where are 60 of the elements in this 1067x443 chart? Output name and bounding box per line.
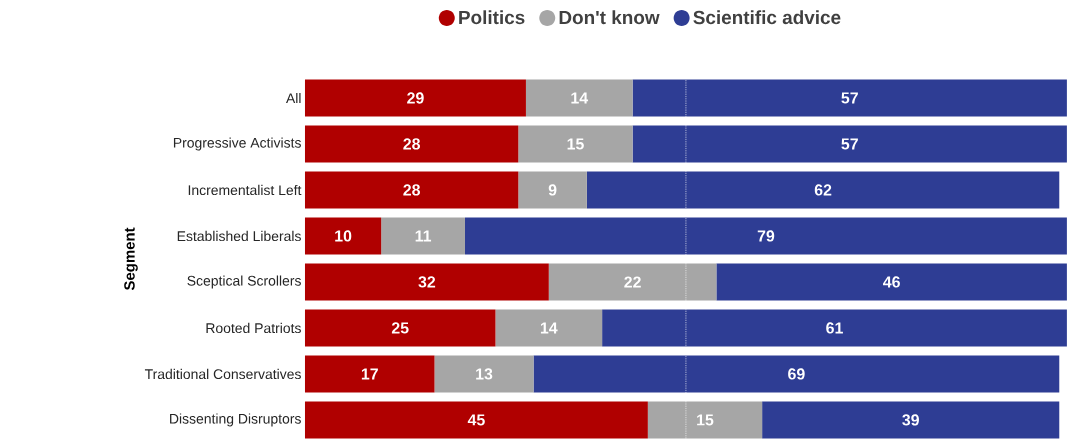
- y-tick-label: Established Liberals: [177, 230, 301, 241]
- bar: [602, 309, 1067, 347]
- data-label: 29: [407, 92, 424, 104]
- data-label: 9: [548, 184, 557, 196]
- data-label: 57: [841, 138, 858, 150]
- data-label: 39: [902, 414, 919, 426]
- y-tick-label: Dissenting Disruptors: [170, 413, 301, 427]
- data-label: 14: [571, 92, 589, 104]
- bar: [647, 401, 763, 439]
- bar: [434, 355, 534, 393]
- y-tick-label: All: [285, 92, 301, 103]
- bar: [533, 355, 1060, 393]
- legend-label: Scientific advice: [693, 10, 841, 25]
- bar: [762, 401, 1060, 439]
- data-label: 11: [415, 230, 432, 242]
- y-tick-label: Sceptical Scrollers: [187, 275, 301, 289]
- data-label: 69: [788, 368, 805, 380]
- data-label: 14: [540, 322, 558, 334]
- data-label: 10: [335, 230, 352, 242]
- bar: [632, 125, 1067, 163]
- bar: [518, 125, 633, 163]
- data-label: 61: [826, 322, 843, 334]
- bar: [632, 79, 1067, 117]
- data-label: 45: [467, 414, 485, 426]
- data-label: 79: [757, 230, 775, 242]
- data-label: 32: [418, 276, 436, 288]
- bar: [304, 79, 526, 117]
- legend-label: Politics: [459, 10, 525, 25]
- data-label: 46: [883, 276, 900, 288]
- y-tick-label: Rooted Patriots: [206, 322, 301, 333]
- data-label: 25: [391, 322, 409, 334]
- data-label: 57: [841, 92, 858, 104]
- bar: [525, 79, 633, 117]
- bar: [518, 171, 587, 209]
- bar: [304, 355, 435, 393]
- bar: [304, 125, 519, 163]
- data-label: 15: [567, 138, 584, 150]
- bar: [304, 263, 549, 301]
- data-label: 22: [624, 276, 641, 288]
- bar: [464, 217, 1067, 255]
- y-tick-label: Traditional Conservatives: [144, 368, 301, 379]
- bar: [304, 401, 648, 439]
- bar: [586, 171, 1060, 209]
- bar: [381, 217, 465, 255]
- data-label: 28: [403, 138, 421, 150]
- bar: [304, 171, 519, 209]
- y-tick-label: Progressive Activists: [173, 137, 301, 151]
- y-axis-title: Segment: [124, 227, 138, 290]
- legend-label: Don't know: [559, 10, 660, 25]
- bar: [304, 217, 382, 255]
- data-label: 28: [403, 184, 421, 196]
- y-tick-label: Incrementalist Left: [188, 184, 302, 195]
- data-label: 62: [814, 184, 832, 196]
- data-label: 15: [697, 414, 714, 426]
- bar: [304, 309, 496, 347]
- bar: [716, 263, 1067, 301]
- bar: [495, 309, 603, 347]
- bar: [548, 263, 717, 301]
- data-label: 13: [476, 368, 493, 380]
- data-label: 17: [361, 368, 378, 380]
